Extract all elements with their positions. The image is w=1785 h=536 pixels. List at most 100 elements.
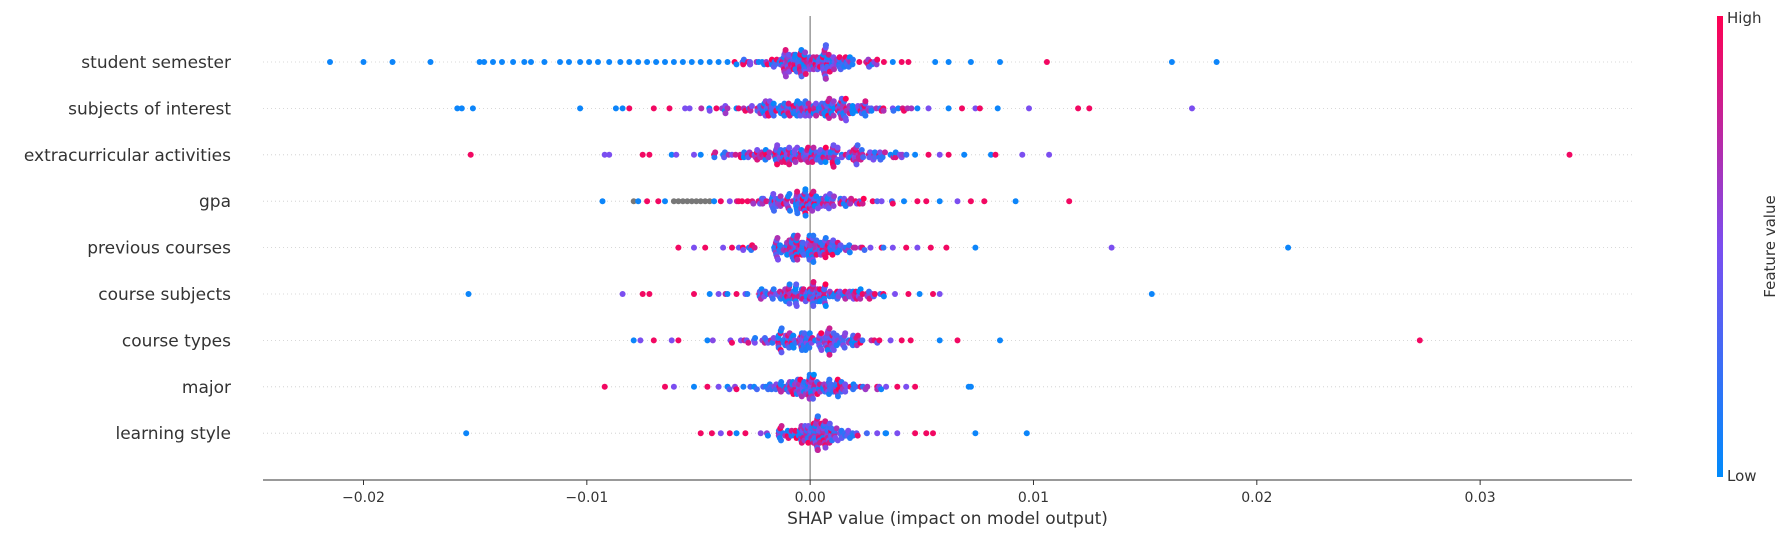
shap-point (833, 425, 840, 432)
shap-point (972, 244, 979, 251)
shap-point (635, 198, 642, 205)
shap-point (903, 244, 910, 251)
shap-point (644, 198, 651, 205)
shap-point (715, 59, 722, 65)
shap-point (1086, 105, 1093, 112)
shap-point (691, 291, 697, 297)
shap-point (630, 337, 637, 344)
shap-point (688, 198, 695, 205)
shap-point (612, 105, 619, 112)
shap-point (786, 144, 793, 151)
shap-point (880, 293, 887, 300)
shap-point (668, 337, 675, 344)
shap-point (847, 200, 854, 207)
shap-point (823, 42, 829, 49)
shap-point (735, 105, 742, 112)
shap-point (814, 447, 821, 453)
shap-point (778, 388, 784, 395)
shap-point (465, 291, 472, 297)
shap-point (880, 244, 887, 251)
shap-point (754, 147, 761, 153)
shap-point (997, 59, 1003, 65)
shap-point (706, 198, 713, 205)
shap-point (797, 112, 804, 119)
feature-label: learning style (115, 424, 231, 444)
shap-point (777, 193, 784, 200)
shap-point (905, 59, 912, 65)
shap-point (626, 59, 633, 65)
shap-point (499, 59, 505, 65)
shap-point (889, 59, 896, 65)
shap-point (826, 325, 833, 332)
shap-point (914, 105, 921, 112)
shap-point (724, 59, 731, 65)
shap-point (792, 159, 799, 165)
shap-point (883, 383, 890, 390)
shap-point (822, 418, 829, 425)
shap-point (770, 286, 777, 293)
shap-point (862, 112, 869, 119)
shap-point (916, 291, 923, 297)
shap-point (715, 383, 722, 390)
shap-point (927, 244, 934, 251)
shap-point (1019, 151, 1026, 158)
shap-point (786, 161, 793, 168)
shap-point (619, 105, 626, 112)
shap-point (1189, 105, 1195, 112)
shap-point (1285, 244, 1292, 251)
shap-point (775, 256, 781, 263)
feature-label: course types (122, 331, 231, 351)
shap-point (817, 147, 824, 153)
shap-point (889, 200, 896, 207)
shap-point (854, 142, 861, 149)
shap-point (1026, 105, 1032, 112)
shap-point (510, 59, 517, 65)
shap-point (626, 105, 633, 112)
shap-point (994, 105, 1001, 112)
shap-point (675, 337, 682, 344)
shap-point (874, 430, 881, 437)
shap-point (655, 198, 662, 205)
shap-point (907, 337, 914, 344)
shap-point (740, 61, 747, 68)
shap-point (1148, 291, 1155, 297)
shap-point (899, 151, 906, 158)
feature-label: extracurricular activities (24, 146, 231, 166)
shap-point (797, 100, 804, 107)
shap-point (711, 154, 718, 161)
shap-point (822, 444, 829, 451)
feature-labels: student semester subjects of interest extr… (24, 53, 231, 444)
shap-point (742, 430, 749, 437)
shap-point (704, 337, 711, 344)
shap-point (845, 427, 852, 434)
colorbar: High Low Feature value (1717, 9, 1779, 485)
shap-point (639, 291, 646, 297)
shap-point (617, 59, 624, 65)
shap-point (857, 295, 864, 302)
shap-point (490, 59, 496, 65)
shap-point (908, 105, 915, 112)
shap-point (541, 59, 548, 65)
shap-point (729, 244, 735, 251)
shap-point (650, 105, 657, 112)
shap-point (835, 393, 841, 400)
shap-point (606, 151, 613, 158)
shap-point (476, 59, 483, 65)
shap-point (427, 59, 434, 65)
shap-point (786, 191, 793, 197)
shap-point (713, 105, 720, 112)
shap-point (826, 420, 833, 427)
shap-point (852, 244, 859, 251)
shap-point (778, 379, 785, 385)
shap-point (744, 291, 751, 297)
shap-point (813, 100, 819, 107)
shap-point (860, 195, 867, 202)
shap-point (842, 95, 849, 102)
shap-point (595, 59, 601, 65)
shap-point (1046, 151, 1053, 158)
shap-point (992, 151, 999, 158)
shap-point (945, 105, 952, 112)
shap-point (786, 68, 793, 75)
shap-point (646, 291, 653, 297)
